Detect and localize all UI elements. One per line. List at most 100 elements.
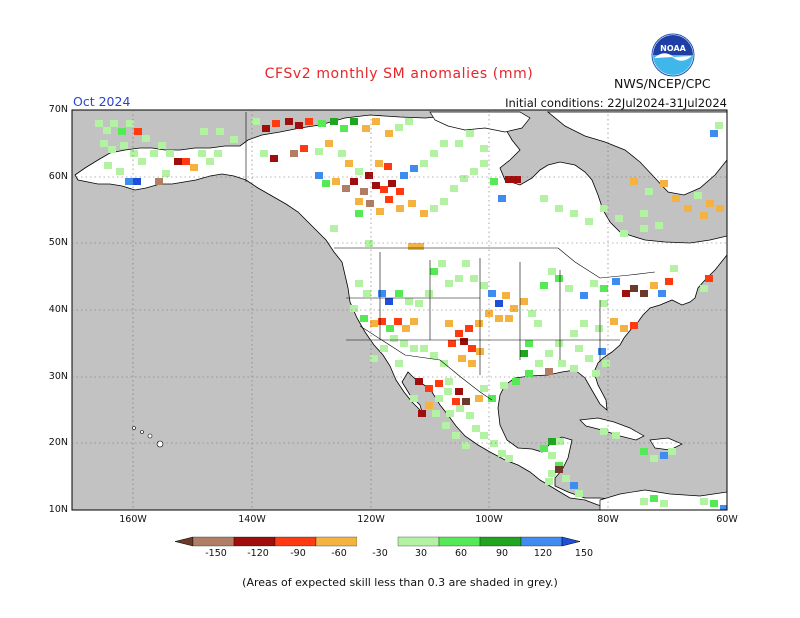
anomaly-cell xyxy=(540,282,548,289)
anomaly-cell xyxy=(405,298,413,305)
anomaly-cell xyxy=(592,370,600,377)
anomaly-cell xyxy=(126,120,134,127)
anomaly-cell xyxy=(332,178,340,185)
anomaly-cell xyxy=(540,445,548,452)
legend-swatch xyxy=(274,536,317,547)
anomaly-cell xyxy=(510,305,518,312)
anomaly-cell xyxy=(466,130,474,137)
anomaly-cell xyxy=(570,210,578,217)
anomaly-cell xyxy=(716,205,724,212)
anomaly-cell xyxy=(370,320,378,327)
anomaly-cell xyxy=(612,278,620,285)
anomaly-cell xyxy=(386,325,394,332)
anomaly-cell xyxy=(540,195,548,202)
anomaly-cell xyxy=(138,158,146,165)
anomaly-cell xyxy=(505,455,513,462)
anomaly-cell xyxy=(660,452,668,459)
anomaly-cell xyxy=(190,164,198,171)
legend-label: 60 xyxy=(454,548,468,559)
anomaly-cell xyxy=(468,360,476,367)
anomaly-cell xyxy=(104,162,112,169)
lat-label-30n: 30N xyxy=(48,371,68,382)
anomaly-cell xyxy=(595,325,603,332)
anomaly-cell xyxy=(416,243,424,250)
anomaly-cell xyxy=(620,230,628,237)
anomaly-cell xyxy=(375,160,383,167)
political-boundaries xyxy=(245,112,656,401)
anomaly-cell xyxy=(425,290,433,297)
anomaly-cell xyxy=(362,125,370,132)
anomaly-cell xyxy=(305,118,313,125)
anomaly-cell xyxy=(570,482,578,489)
anomaly-cell xyxy=(684,205,692,212)
anomaly-cell xyxy=(548,470,556,477)
anomaly-cell xyxy=(488,395,496,402)
anomaly-cell xyxy=(420,345,428,352)
anomaly-cell xyxy=(438,260,446,267)
anomaly-cell xyxy=(452,398,460,405)
anomaly-cell xyxy=(365,172,373,179)
anomaly-cell xyxy=(580,292,588,299)
anomaly-cell xyxy=(400,172,408,179)
color-legend xyxy=(174,536,581,547)
anomaly-cell xyxy=(710,500,718,507)
anomaly-cell xyxy=(396,205,404,212)
anomaly-cell xyxy=(502,292,510,299)
anomaly-cell xyxy=(330,225,338,232)
anomaly-cell xyxy=(103,127,111,134)
anomaly-cell xyxy=(435,380,443,387)
anomaly-cell xyxy=(95,120,103,127)
anomaly-cell xyxy=(640,210,648,217)
anomaly-cell xyxy=(394,318,402,325)
anomaly-cell xyxy=(585,355,593,362)
anomaly-cell xyxy=(385,298,393,305)
legend-swatch xyxy=(438,536,481,547)
anomaly-cell xyxy=(555,205,563,212)
anomaly-cell xyxy=(420,210,428,217)
anomaly-cell xyxy=(355,280,363,287)
anomaly-cell xyxy=(580,320,588,327)
anomaly-cell xyxy=(645,188,653,195)
anomaly-cell xyxy=(395,360,403,367)
anomaly-cell xyxy=(442,422,450,429)
anomaly-cell xyxy=(466,412,474,419)
anomaly-cell xyxy=(498,195,506,202)
anomaly-cell xyxy=(415,300,423,307)
anomaly-cell xyxy=(206,158,214,165)
anomaly-cell xyxy=(402,325,410,332)
forecast-month: Oct 2024 xyxy=(73,94,131,109)
anomaly-cell xyxy=(338,150,346,157)
anomaly-cell xyxy=(630,285,638,292)
anomaly-cell xyxy=(182,158,190,165)
anomaly-cell xyxy=(570,365,578,372)
hispaniola-island xyxy=(649,437,683,451)
anomaly-cell xyxy=(133,178,141,185)
anomaly-cell xyxy=(660,180,668,187)
anomaly-cell xyxy=(655,222,663,229)
legend-label: -120 xyxy=(247,548,269,559)
anomaly-cell xyxy=(372,118,380,125)
anomaly-cell xyxy=(418,410,426,417)
anomaly-cell xyxy=(668,448,676,455)
anomaly-cell xyxy=(470,275,478,282)
anomaly-cell xyxy=(150,150,158,157)
anomaly-cell xyxy=(555,275,563,282)
agency-label: NWS/NCEP/CPC xyxy=(614,76,711,91)
anomaly-cell xyxy=(285,118,293,125)
anomaly-cell xyxy=(630,178,638,185)
anomaly-cell xyxy=(490,178,498,185)
noaa-logo: NOAA xyxy=(651,33,695,77)
anomaly-cell xyxy=(650,282,658,289)
anomaly-cell xyxy=(556,438,564,445)
anomaly-cell xyxy=(525,340,533,347)
anomaly-cell xyxy=(480,145,488,152)
legend-label: -60 xyxy=(331,548,347,559)
anomaly-cell xyxy=(455,330,463,337)
anomaly-cell xyxy=(380,186,388,193)
legend-arrow-low xyxy=(174,536,194,547)
anomaly-cell xyxy=(575,490,583,497)
anomaly-cell xyxy=(155,178,163,185)
anomaly-cell xyxy=(615,215,623,222)
anomaly-cell xyxy=(598,348,606,355)
anomaly-cell xyxy=(384,163,392,170)
